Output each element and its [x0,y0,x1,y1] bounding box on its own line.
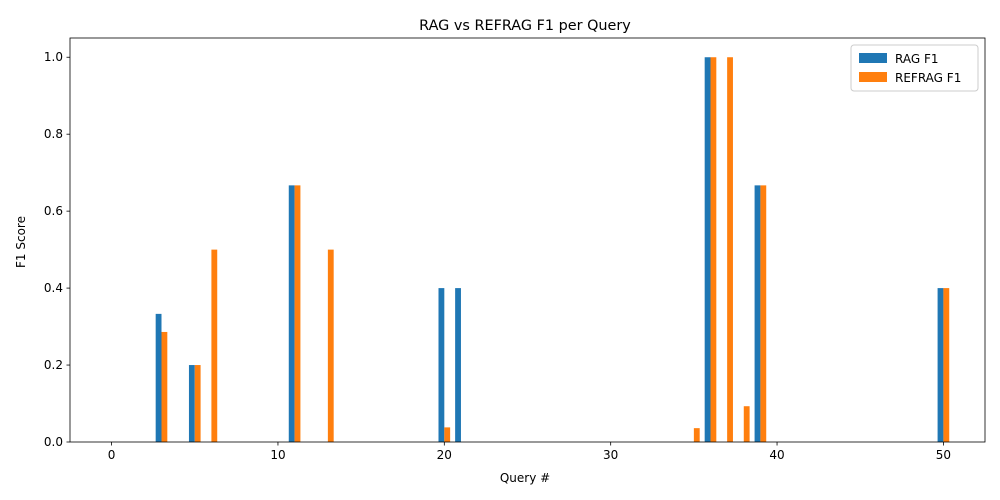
x-tick-label: 0 [108,448,116,462]
y-tick-label: 0.2 [44,358,63,372]
legend-swatch [859,72,887,82]
y-axis-title: F1 Score [14,216,28,268]
bar [327,249,334,442]
bar [288,185,295,442]
bar [727,57,733,442]
bar [161,331,168,442]
x-tick-label: 50 [936,448,951,462]
bar [704,57,711,442]
legend: RAG F1 REFRAG F1 [850,44,979,92]
bar [155,313,162,442]
bar [188,365,195,442]
plot-frame [69,37,986,443]
bar [693,428,700,442]
y-tick-label: 1.0 [44,50,63,64]
bar [294,185,301,442]
x-tick-label: 30 [603,448,618,462]
legend-swatch [859,53,887,63]
y-axis: 0.0 0.2 0.4 0.6 0.8 1.0 [44,50,70,449]
bar [194,365,201,442]
bars [155,57,950,442]
legend-label: REFRAG F1 [895,71,961,85]
bar [943,288,950,442]
bar [743,406,750,442]
x-axis-title: Query # [500,471,550,485]
bar [455,288,461,442]
y-tick-label: 0.0 [44,435,63,449]
bar [754,185,761,442]
bar [211,249,218,442]
y-tick-label: 0.6 [44,204,63,218]
x-tick-label: 20 [437,448,452,462]
bar [444,427,451,442]
bar [438,288,445,442]
bar [760,185,767,442]
bar [937,288,944,442]
y-tick-label: 0.8 [44,127,63,141]
x-tick-label: 40 [769,448,784,462]
legend-label: RAG F1 [895,52,939,66]
y-tick-label: 0.4 [44,281,63,295]
bar [710,57,717,442]
x-tick-label: 10 [270,448,285,462]
x-axis: 0 10 20 30 40 50 [108,442,951,462]
chart-title: RAG vs REFRAG F1 per Query [419,18,631,34]
